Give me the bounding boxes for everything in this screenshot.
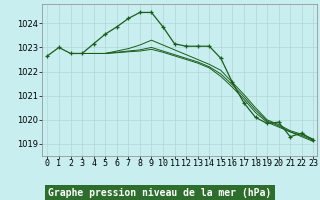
Text: Graphe pression niveau de la mer (hPa): Graphe pression niveau de la mer (hPa) <box>48 188 272 198</box>
